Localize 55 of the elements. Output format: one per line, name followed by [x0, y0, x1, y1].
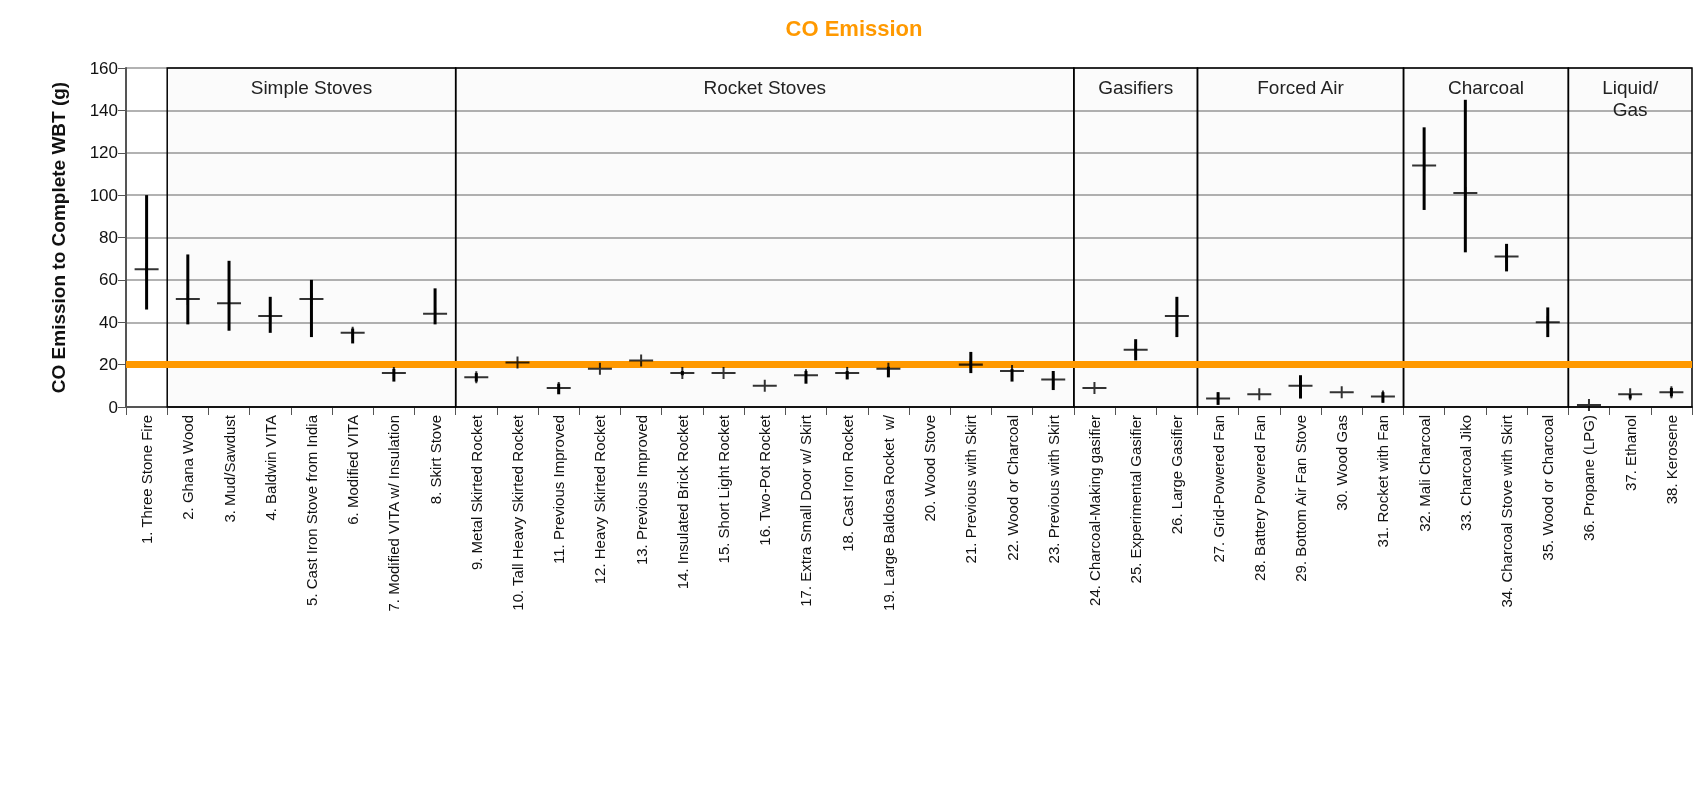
x-tick-label: 16. Two-Pot Rocket — [756, 414, 774, 546]
x-tick-label: 18. Cast Iron Rocket — [838, 414, 856, 552]
band-label: Gasifiers — [1098, 76, 1174, 98]
x-tick-label: 21. Previous with Skirt — [962, 414, 980, 564]
band-label: Liquid/ Gas — [1602, 76, 1659, 120]
x-tick-label: 35. Wood or Charcoal — [1539, 415, 1557, 561]
x-tick-label: 11. Previous Improved — [550, 415, 568, 564]
x-tick-label: 9. Metal Skirted Rocket — [467, 414, 485, 571]
x-tick-label: 38. Kerosene — [1662, 415, 1680, 505]
x-tick-label: 6. Modified VITA — [344, 415, 362, 525]
x-tick-label: 20. Wood Stove — [921, 415, 939, 522]
x-tick-label: 10. Tall Heavy Skirted Rocket — [509, 414, 526, 611]
y-tick-label: 80 — [99, 228, 118, 247]
x-tick-label: 3. Mud/Sawdust — [220, 414, 238, 523]
x-tick-label: 15. Short Light Rocket — [715, 414, 733, 564]
x-tick-label: 37. Ethanol — [1621, 415, 1639, 491]
x-tick-label: 7. Modified VITA w/ Insulation — [385, 415, 403, 612]
x-tick-label: 4. Baldwin VITA — [261, 415, 279, 521]
x-tick-label: 30. Wood Gas — [1333, 415, 1351, 511]
x-tick-label: 36. Propane (LPG) — [1580, 415, 1598, 541]
x-tick-label: 22. Wood or Charcoal — [1003, 415, 1021, 561]
x-tick-label: 5. Cast Iron Stove from India — [302, 414, 320, 606]
band-label: Forced Air — [1257, 76, 1345, 98]
chart-title: CO Emission — [785, 15, 923, 41]
band-label: Simple Stoves — [250, 76, 373, 98]
y-axis-title: CO Emission to Complete WBT (g) — [48, 81, 69, 394]
x-tick-label: 32. Mali Charcoal — [1415, 415, 1433, 532]
x-tick-label: 34. Charcoal Stove with Skirt — [1498, 414, 1516, 608]
x-tick-label: 33. Charcoal Jiko — [1456, 415, 1474, 531]
x-tick-label: 19. Large Baldosa Rocket w/ — [879, 414, 897, 611]
x-tick-label: 27. Grid-Powered Fan — [1209, 415, 1227, 563]
y-tick-label: 60 — [99, 270, 118, 290]
y-tick-label: 160 — [89, 58, 118, 78]
y-tick-label: 120 — [89, 143, 118, 163]
x-tick-label: 31. Rocket with Fan — [1374, 415, 1392, 548]
band-label: Charcoal — [1447, 76, 1524, 98]
x-tick-label: 26. Large Gasifier — [1168, 415, 1186, 535]
x-tick-label: 14. Insulated Brick Rocket — [673, 414, 691, 590]
x-tick-label: 24. Charcoal-Making gasifier — [1085, 415, 1103, 606]
x-tick-label: 17. Extra Small Door w/ Skirt — [797, 414, 815, 607]
x-tick-label: 8. Skirt Stove — [426, 415, 444, 505]
x-tick-label: 13. Previous Improved — [632, 415, 650, 566]
y-tick-label: 0 — [108, 397, 118, 417]
y-tick-label: 20 — [99, 355, 118, 375]
y-tick-label: 100 — [89, 185, 118, 205]
x-tick-label: 1. Three Stone Fire — [138, 415, 156, 544]
x-tick-label: 2. Ghana Wood — [179, 415, 197, 520]
x-tick-label: 29. Bottom Air Fan Stove — [1292, 415, 1309, 582]
band-label: Rocket Stoves — [703, 76, 827, 98]
x-tick-label: 25. Experimental Gasifier — [1127, 415, 1145, 584]
y-tick-label: 40 — [99, 312, 118, 332]
x-tick-label: 28. Battery Powered Fan — [1250, 415, 1268, 581]
y-tick-label: 140 — [89, 100, 118, 120]
x-tick-label: 23. Previous with Skirt — [1044, 414, 1062, 564]
x-tick-label: 12. Heavy Skirted Rocket — [591, 414, 609, 585]
